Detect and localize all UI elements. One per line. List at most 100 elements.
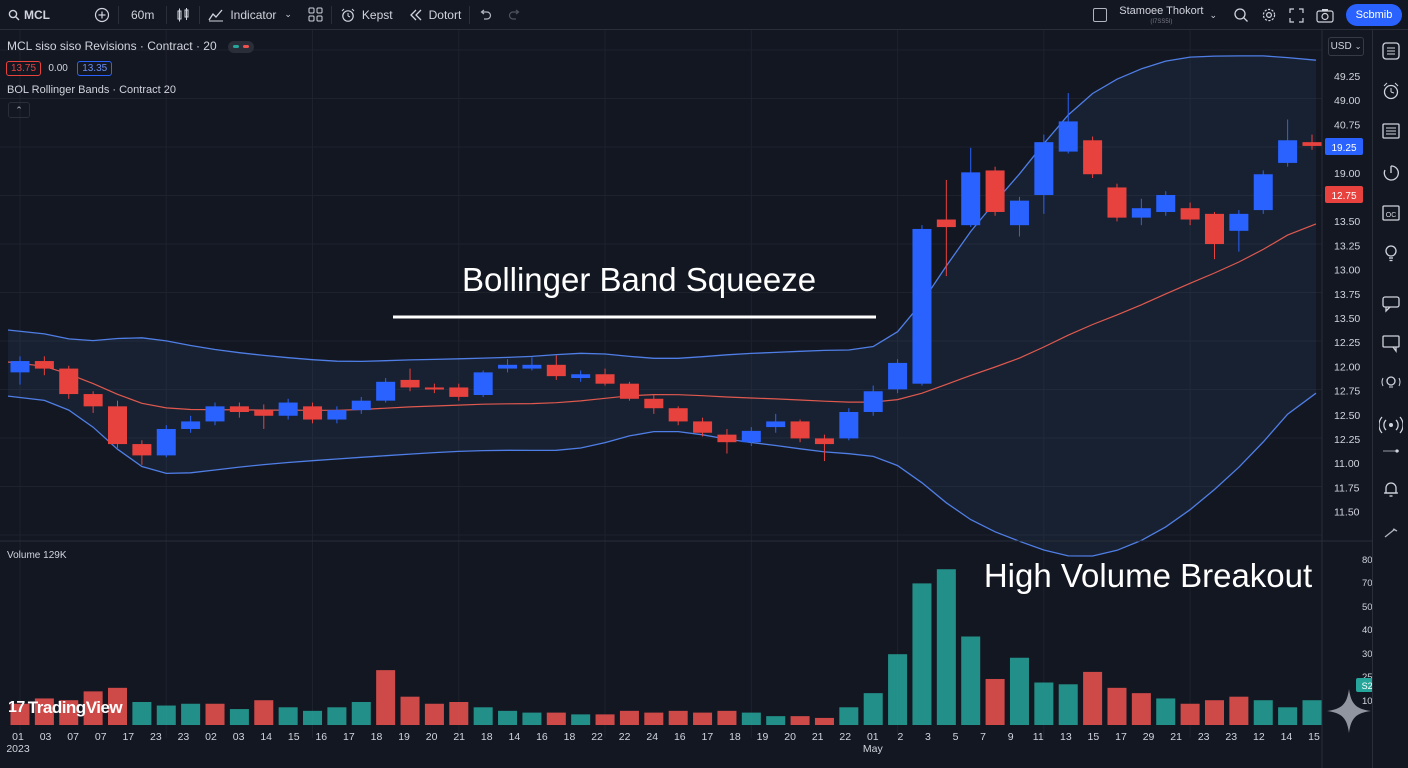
- candle: [498, 359, 518, 373]
- settings-button[interactable]: [1255, 0, 1283, 30]
- snapshot-button[interactable]: [1310, 0, 1340, 30]
- replay-label: Dotort: [428, 7, 462, 22]
- legend-toggle[interactable]: [227, 40, 254, 53]
- candle-body: [839, 411, 859, 439]
- indicators-button[interactable]: Indicator ⌄: [200, 0, 300, 30]
- time-axis-label: 14: [1281, 731, 1293, 743]
- candle: [766, 413, 786, 433]
- replay-button[interactable]: Dotort: [401, 0, 470, 30]
- candle-body: [668, 408, 688, 422]
- ideas-stream-icon[interactable]: [1379, 372, 1403, 394]
- candle: [473, 370, 493, 397]
- volume-bar: [571, 714, 591, 725]
- candle: [181, 415, 201, 433]
- top-toolbar: MCL 60m Indicator ⌄ Kepst Dotort: [0, 0, 1408, 30]
- volume-bar: [1058, 684, 1078, 725]
- indicator-legend[interactable]: BOL Rollinger Bands · Contract 20: [7, 84, 176, 96]
- alarm-icon[interactable]: [1379, 80, 1403, 102]
- compare-button[interactable]: [86, 0, 118, 30]
- time-axis-year-label: 2023: [6, 743, 30, 755]
- candle-body: [327, 410, 347, 420]
- last-price-badge: 19.25: [1325, 138, 1363, 155]
- interval-button[interactable]: 60m: [131, 7, 155, 22]
- logo-mark-icon: 17: [8, 699, 25, 716]
- idea-icon[interactable]: [1379, 242, 1403, 264]
- chevron-down-icon[interactable]: ⌄: [1209, 9, 1217, 20]
- candle: [303, 402, 323, 424]
- calendar-icon[interactable]: OC: [1379, 202, 1403, 224]
- news-icon[interactable]: [1379, 120, 1403, 142]
- currency-selector[interactable]: USD ⌄: [1328, 37, 1364, 56]
- watchlist-icon[interactable]: [1379, 40, 1403, 62]
- time-axis-label: 22: [591, 731, 603, 743]
- volume-bar: [1034, 682, 1054, 725]
- search-button[interactable]: [1227, 0, 1255, 30]
- layout-subtitle: (I7SS5I): [1150, 18, 1173, 25]
- candle-body: [888, 362, 908, 390]
- candle-body: [229, 406, 249, 412]
- layout-checkbox[interactable]: [1093, 8, 1108, 22]
- volume-axis-label: 300M: [1362, 649, 1372, 660]
- volume-bar: [1156, 698, 1176, 725]
- candle: [132, 440, 152, 465]
- symbol-label: MCL: [24, 7, 50, 22]
- volume-bar: [814, 717, 834, 725]
- volume-bar: [400, 696, 420, 725]
- price-axis-label: 12.00: [1334, 361, 1360, 373]
- price-axis-label: 11.50: [1334, 507, 1360, 519]
- timer-icon[interactable]: [1379, 162, 1403, 184]
- submit-button[interactable]: Scbmib: [1346, 4, 1402, 26]
- candle: [1278, 119, 1298, 167]
- candle: [1180, 202, 1200, 226]
- time-axis-label: 13: [1060, 731, 1072, 743]
- more-icon[interactable]: [1379, 444, 1403, 458]
- comment-icon[interactable]: [1379, 332, 1403, 354]
- volume-bar: [790, 716, 810, 725]
- undo-button[interactable]: [470, 0, 500, 30]
- broadcast-icon[interactable]: [1379, 414, 1403, 436]
- fullscreen-button[interactable]: [1283, 0, 1310, 30]
- layout-selector[interactable]: Stamoee Thokort (I7SS5I): [1119, 5, 1203, 25]
- candle-body: [985, 170, 1005, 212]
- time-axis[interactable]: 01 03 07 07 17 23 23 02 03 14 15 16 17 18 19 20 21 18 14 16…: [6, 731, 1320, 755]
- candle-body: [424, 387, 444, 390]
- series-legend[interactable]: MCL siso siso Revisions · Contract · 20: [7, 39, 254, 53]
- chart-type-button[interactable]: [167, 0, 199, 30]
- time-axis-label: 17: [343, 731, 355, 743]
- toolbar-divider: [469, 5, 471, 24]
- symbol-search-button[interactable]: MCL: [0, 0, 58, 30]
- change-value: 0.00: [48, 63, 68, 74]
- candle-body: [693, 421, 713, 433]
- time-axis-label: 2: [897, 731, 903, 743]
- time-axis-label: 20: [784, 731, 796, 743]
- pen-icon[interactable]: [1379, 526, 1403, 540]
- volume-bar: [863, 693, 883, 725]
- candle: [522, 357, 542, 371]
- candle: [10, 356, 30, 385]
- price-axis-label: 13.75: [1334, 289, 1360, 301]
- chevron-up-icon[interactable]: ⌃: [8, 102, 30, 118]
- volume-bar: [254, 700, 274, 725]
- volume-bar: [522, 712, 542, 725]
- price-chart[interactable]: 49.25 49.00 40.75 19.25 19.00 13.75 13.50 13.25…: [0, 30, 1372, 768]
- time-axis-label: 23: [1225, 731, 1237, 743]
- volume-axis[interactable]: 800M 700M 500M 400M 300M 250M 100M: [1362, 555, 1372, 707]
- volume-bar: [132, 701, 152, 725]
- redo-button[interactable]: [500, 0, 530, 30]
- candles: [10, 93, 1322, 465]
- price-axis[interactable]: 49.25 49.00 40.75 19.25 19.00 13.75 13.50 13.25…: [1334, 71, 1360, 519]
- alert-button[interactable]: Kepst: [332, 0, 401, 30]
- time-axis-label: 16: [674, 731, 686, 743]
- volume-bar: [156, 705, 176, 725]
- candle: [985, 166, 1005, 216]
- candle-body: [1034, 142, 1054, 195]
- notification-icon[interactable]: [1379, 478, 1403, 500]
- time-axis-label: 03: [233, 731, 245, 743]
- templates-button[interactable]: [300, 0, 331, 30]
- chat-icon[interactable]: [1379, 292, 1403, 314]
- candle-body: [1229, 213, 1249, 231]
- candle: [83, 391, 103, 413]
- volume-bar: [1278, 707, 1298, 725]
- volume-bar: [717, 710, 737, 725]
